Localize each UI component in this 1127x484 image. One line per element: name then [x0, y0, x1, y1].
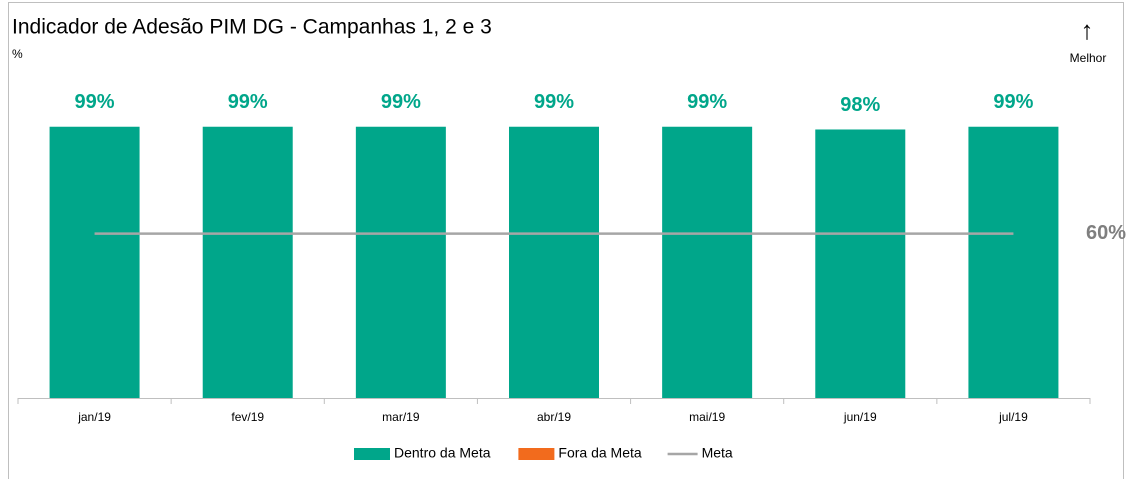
legend-swatch: [354, 448, 390, 460]
better-arrow: ↑: [1081, 15, 1094, 45]
bar: [509, 126, 599, 399]
chart-title: Indicador de Adesão PIM DG - Campanhas 1…: [12, 16, 492, 39]
x-tick-label: abr/19: [537, 410, 571, 424]
value-label: 99%: [381, 91, 421, 113]
x-tick-label: jul/19: [998, 410, 1028, 424]
bar: [202, 126, 293, 399]
y-unit: %: [12, 47, 23, 61]
legend-swatch: [518, 448, 555, 460]
x-tick-label: mai/19: [689, 410, 725, 424]
x-tick-label: mar/19: [382, 410, 420, 424]
legend-label: Dentro da Meta: [394, 445, 491, 461]
value-label: 99%: [993, 91, 1033, 113]
value-label: 98%: [840, 94, 880, 116]
bar: [355, 126, 446, 399]
x-tick-label: jun/19: [843, 410, 877, 424]
value-label: 99%: [228, 91, 268, 113]
bar: [968, 126, 1059, 399]
value-label: 99%: [687, 91, 727, 113]
value-label: 99%: [534, 91, 574, 113]
bar: [49, 126, 140, 399]
bar: [662, 126, 753, 399]
legend-label: Fora da Meta: [558, 445, 641, 461]
better-label: Melhor: [1070, 51, 1107, 65]
target-label: 60%: [1086, 222, 1126, 244]
bar: [815, 129, 906, 399]
value-label: 99%: [75, 91, 115, 113]
x-tick-label: fev/19: [231, 410, 264, 424]
x-tick-label: jan/19: [77, 410, 111, 424]
legend-label: Meta: [702, 445, 733, 461]
